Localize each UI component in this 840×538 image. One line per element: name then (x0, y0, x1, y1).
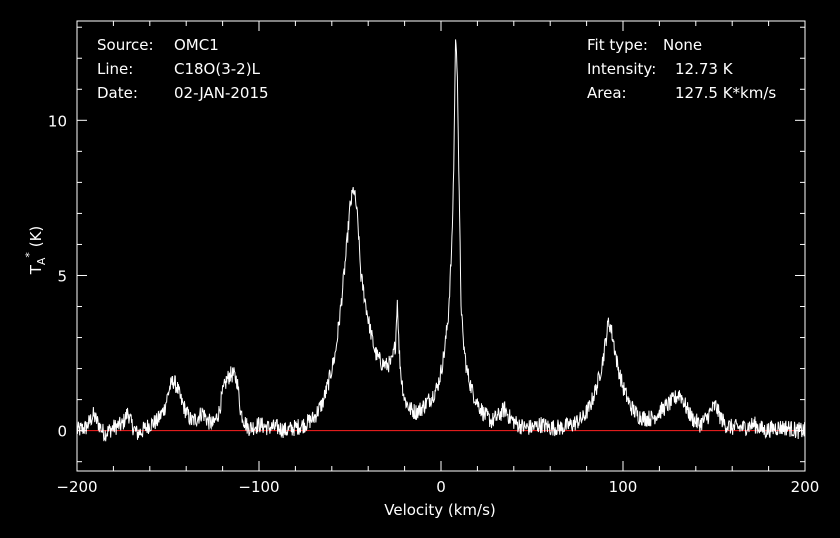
y-tick-label: 0 (57, 423, 67, 441)
x-tick-label: −100 (238, 478, 279, 496)
info-value-line: C18O(3-2)L (174, 60, 261, 78)
info-panel-left: Source: OMC1 Line: C18O(3-2)L Date: 02-J… (97, 36, 269, 102)
y-tick-label: 5 (57, 267, 67, 285)
x-tick-label: 100 (609, 478, 638, 496)
info-value-date: 02-JAN-2015 (174, 84, 269, 102)
info-value-intensity: 12.73 K (675, 60, 734, 78)
x-tick-label: 200 (791, 478, 820, 496)
info-panel-right: Fit type: None Intensity: 12.73 K Area: … (587, 36, 776, 102)
info-value-source: OMC1 (174, 36, 219, 54)
spectrum-line (76, 39, 806, 442)
info-label-fit-type: Fit type: (587, 36, 648, 54)
info-label-intensity: Intensity: (587, 60, 656, 78)
y-tick-label: 10 (48, 112, 67, 130)
info-label-date: Date: (97, 84, 138, 102)
svg-text:TA* (K): TA* (K) (23, 226, 48, 276)
info-value-fit-type: None (663, 36, 702, 54)
info-label-line: Line: (97, 60, 133, 78)
info-value-area: 127.5 K*km/s (675, 84, 776, 102)
info-label-source: Source: (97, 36, 154, 54)
y-axis-label: TA* (K) (23, 226, 48, 276)
x-tick-label: −200 (56, 478, 97, 496)
x-axis-label: Velocity (km/s) (384, 501, 495, 519)
info-label-area: Area: (587, 84, 627, 102)
x-tick-label: 0 (436, 478, 446, 496)
